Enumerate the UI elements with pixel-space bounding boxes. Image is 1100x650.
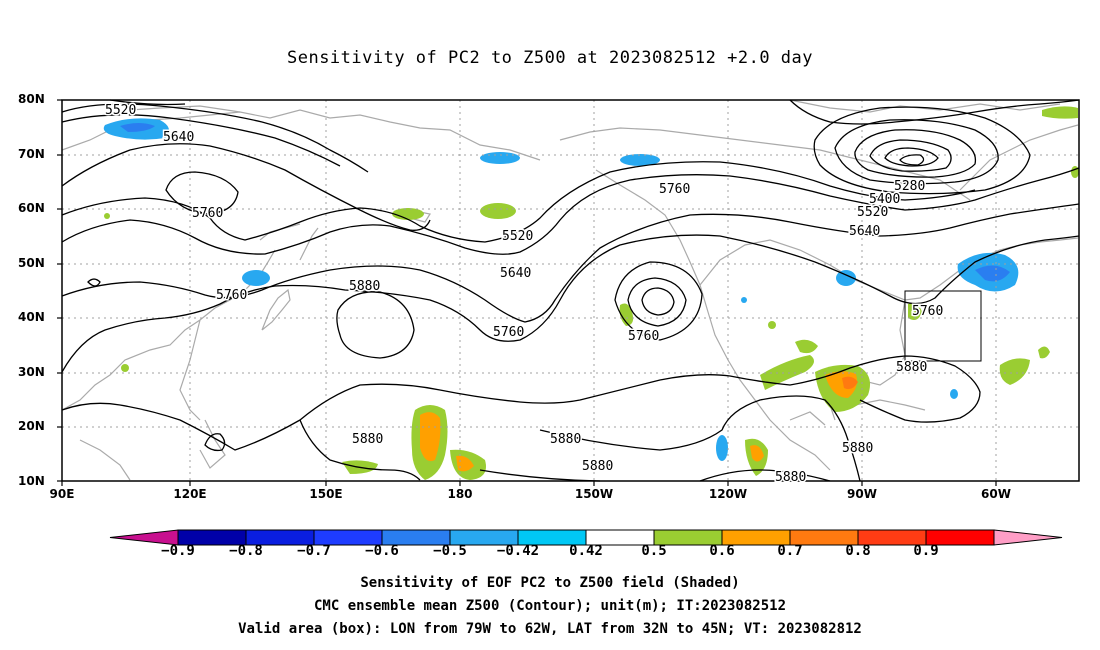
contour-label: 5880 — [352, 432, 383, 447]
colorbar-tick-label: 0.9 — [913, 543, 939, 559]
colorbar-tick-label: −0.7 — [297, 543, 331, 559]
contour-label: 5520 — [105, 103, 136, 118]
contour-label: 5280 — [894, 179, 925, 194]
contour-label: 5880 — [842, 441, 873, 456]
contour-label: 5400 — [869, 192, 900, 207]
contour-label: 5760 — [216, 288, 247, 303]
lon-label-120e: 120E — [173, 487, 207, 501]
contour-label: 5520 — [857, 205, 888, 220]
contour-label: 5880 — [550, 432, 581, 447]
contour-labels: 5520 5640 5760 5760 5880 5520 5640 5760 … — [104, 102, 945, 487]
lat-label-20n: 20N — [18, 419, 45, 433]
lon-label-90e: 90E — [49, 487, 75, 501]
contour-label: 5880 — [775, 470, 806, 485]
lon-label-60w: 60W — [981, 487, 1011, 501]
caption-line-2: CMC ensemble mean Z500 (Contour); unit(m… — [313, 598, 786, 614]
colorbar-tick-label: 0.42 — [569, 543, 603, 559]
colorbar-tick-label: 0.5 — [641, 543, 667, 559]
sensitivity-shading — [103, 106, 1079, 480]
colorbar-tick-label: −0.42 — [496, 543, 540, 559]
map-frame — [61, 99, 1080, 482]
contour-label: 5760 — [628, 329, 659, 344]
contour-label: 5760 — [659, 182, 690, 197]
axis-ticks — [57, 99, 997, 486]
colorbar-tick-label: 0.8 — [845, 543, 871, 559]
lat-label-80n: 80N — [18, 92, 45, 106]
valid-area-box — [904, 290, 982, 362]
contour-label: 5760 — [493, 325, 524, 340]
colorbar-segments — [109, 529, 1063, 546]
map-title: Sensitivity of PC2 to Z500 at 2023082512… — [286, 48, 813, 68]
contour-label: 5760 — [192, 206, 223, 221]
lat-label-50n: 50N — [18, 256, 45, 270]
lat-label-10n: 10N — [18, 474, 45, 488]
z500-contours — [61, 99, 1080, 482]
colorbar-tick-label: −0.6 — [365, 543, 399, 559]
contour-label: 5640 — [163, 130, 194, 145]
lat-label-40n: 40N — [18, 310, 45, 324]
contour-label: 5640 — [849, 224, 880, 239]
contour-label: 5880 — [582, 459, 613, 474]
colorbar-tick-label: 0.6 — [709, 543, 735, 559]
contour-label: 5760 — [912, 304, 943, 319]
colorbar-tick-label: −0.5 — [433, 543, 467, 559]
lon-label-120w: 120W — [708, 487, 748, 501]
lon-label-150e: 150E — [309, 487, 343, 501]
caption-line-3: Valid area (box): LON from 79W to 62W, L… — [238, 621, 862, 637]
contour-label: 5640 — [500, 266, 531, 281]
lat-label-60n: 60N — [18, 201, 45, 215]
lat-label-30n: 30N — [18, 365, 45, 379]
lon-label-90w: 90W — [847, 487, 877, 501]
contour-label: 5880 — [349, 279, 380, 294]
colorbar-arrow-high — [993, 529, 1063, 546]
contour-label: 5880 — [896, 360, 927, 375]
lon-label-150w: 150W — [574, 487, 614, 501]
colorbar-tick-label: −0.8 — [229, 543, 263, 559]
contour-label: 5520 — [502, 229, 533, 244]
colorbar-tick-label: −0.9 — [161, 543, 195, 559]
caption-line-1: Sensitivity of EOF PC2 to Z500 field (Sh… — [360, 575, 740, 591]
lon-label-180: 180 — [447, 487, 473, 501]
lat-label-70n: 70N — [18, 147, 45, 161]
colorbar-tick-label: 0.7 — [777, 543, 803, 559]
